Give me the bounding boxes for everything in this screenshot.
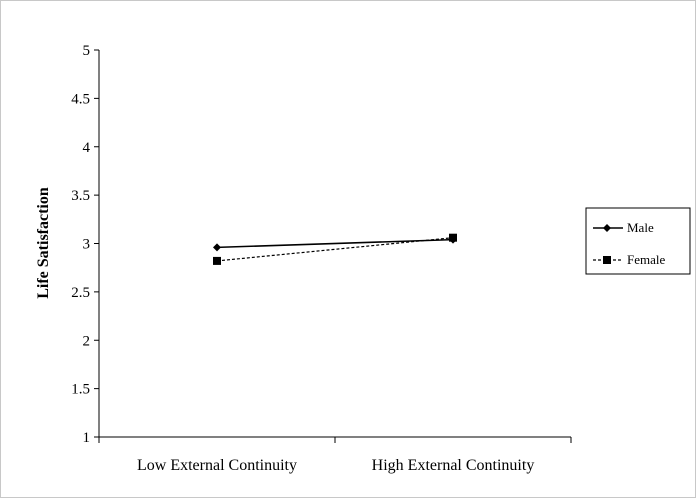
- legend-label: Male: [627, 220, 654, 235]
- data-point-female: [449, 233, 457, 242]
- legend-marker-male: [603, 224, 611, 232]
- y-tick-label: 3.5: [71, 188, 90, 204]
- data-point-female: [213, 256, 221, 265]
- legend-label: Female: [627, 252, 665, 267]
- y-axis-title: Life Satisfaction: [35, 187, 52, 299]
- y-tick-label: 1: [83, 430, 91, 446]
- y-tick-label: 5: [83, 43, 91, 59]
- series-line-female: [216, 237, 454, 262]
- y-tick-label: 1.5: [71, 382, 90, 398]
- x-axis: Low External Continuity High External Con…: [98, 436, 572, 474]
- y-tick-label: 2.5: [71, 285, 90, 301]
- series-lines: [213, 233, 457, 265]
- y-tick-label: 2: [83, 333, 91, 349]
- data-point-male: [213, 243, 221, 252]
- y-tick-label: 4: [83, 140, 91, 156]
- series-line-male: [216, 238, 454, 249]
- y-axis: 1 1.5 2 2.5 3 3.5 4 4.5 5: [71, 43, 100, 446]
- legend: Male Female: [585, 207, 691, 275]
- x-category-label: High External Continuity: [372, 457, 535, 474]
- x-category-label: Low External Continuity: [137, 457, 297, 474]
- legend-marker-female: [603, 256, 611, 264]
- y-tick-label: 4.5: [71, 91, 90, 107]
- y-tick-label: 3: [83, 237, 91, 253]
